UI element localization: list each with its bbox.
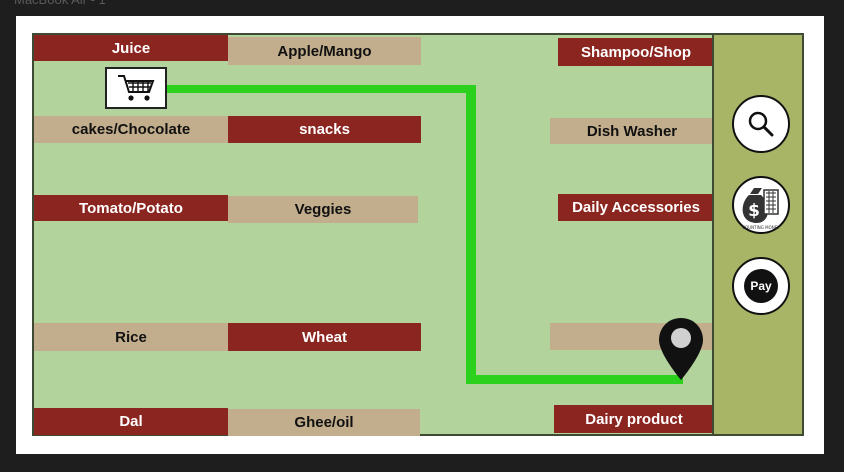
shelf-ghee-oil[interactable]: Ghee/oil: [228, 409, 420, 436]
shelf-dish-washer[interactable]: Dish Washer: [550, 118, 714, 144]
shelf-apple-mango[interactable]: Apple/Mango: [228, 37, 421, 65]
shelf-label: Dish Washer: [586, 122, 678, 140]
money-bag-icon: $ COUNTING MONEY: [742, 188, 780, 230]
location-pin-icon: [657, 316, 705, 382]
route-segment-vertical: [466, 85, 476, 384]
shelf-snacks[interactable]: snacks: [228, 116, 421, 143]
search-button[interactable]: [732, 95, 790, 153]
counting-money-button[interactable]: $ COUNTING MONEY: [732, 176, 790, 234]
shelf-label: Apple/Mango: [277, 42, 372, 60]
svg-text:$: $: [748, 201, 760, 221]
shelf-label: cakes/Chocolate: [71, 121, 191, 138]
shelf-label: snacks: [299, 121, 350, 138]
shelf-label: Rice: [115, 328, 147, 346]
shelf-label: Wheat: [302, 328, 347, 346]
shelf-dairy-product[interactable]: Dairy product: [554, 405, 714, 433]
shelf-tomato-potato[interactable]: Tomato/Potato: [34, 195, 228, 221]
cart-icon[interactable]: [105, 67, 167, 109]
shelf-shampoo-shop[interactable]: Shampoo/Shop: [558, 38, 714, 66]
shelf-wheat[interactable]: Wheat: [228, 323, 421, 351]
pay-button[interactable]: Pay: [732, 257, 790, 315]
shelf-label: Juice: [111, 39, 151, 57]
shelf-label: Ghee/oil: [294, 414, 354, 431]
counting-money-label: COUNTING MONEY: [742, 225, 780, 230]
shelf-label: Dal: [119, 413, 143, 430]
shelf-veggies[interactable]: Veggies: [228, 196, 418, 223]
shelf-label: Daily Accessories: [572, 199, 700, 216]
shelf-daily-accessories[interactable]: Daily Accessories: [558, 194, 714, 221]
shelf-cakes-chocolate[interactable]: cakes/Chocolate: [34, 116, 228, 143]
pay-label: Pay: [750, 279, 772, 293]
search-icon: [748, 111, 774, 137]
shelf-label: Shampoo/Shop: [581, 43, 691, 61]
shelf-label: Tomato/Potato: [79, 199, 183, 217]
shelf-label: Dairy product: [585, 410, 683, 428]
shelf-rice[interactable]: Rice: [34, 323, 228, 351]
shelf-label: Veggies: [294, 201, 352, 218]
route-segment-top: [167, 85, 476, 93]
shelf-dal[interactable]: Dal: [34, 408, 228, 435]
pay-icon: Pay: [744, 269, 778, 303]
action-sidebar: [712, 33, 804, 436]
window-title: MacBook Air - 1: [14, 0, 106, 7]
route-segment-bottom: [466, 375, 683, 384]
shelf-juice[interactable]: Juice: [34, 35, 228, 61]
